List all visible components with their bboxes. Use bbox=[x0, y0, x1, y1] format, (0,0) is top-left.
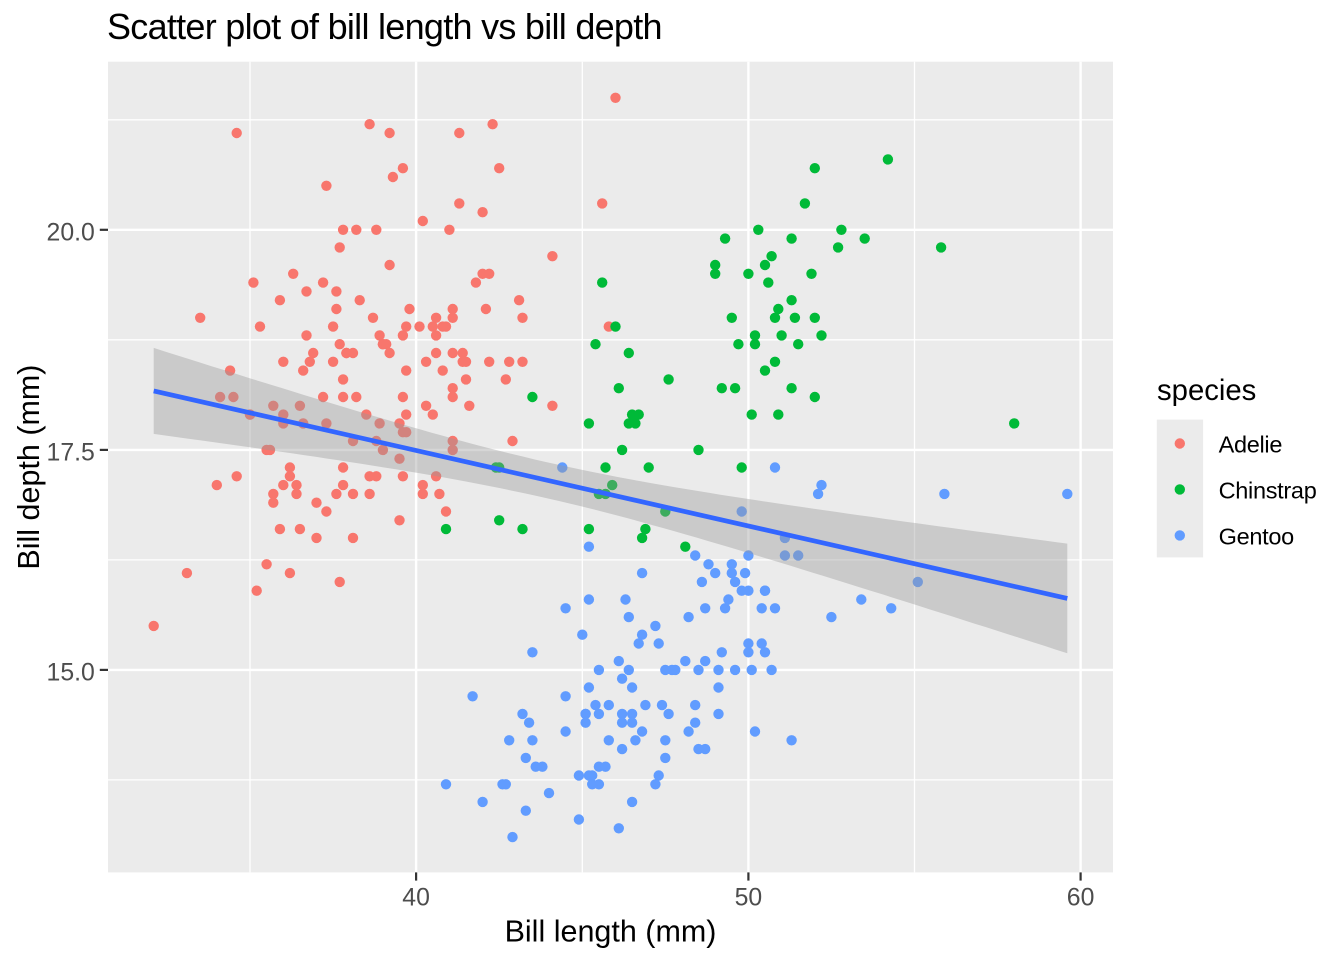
svg-text:Scatter plot of bill length vs: Scatter plot of bill length vs bill dept… bbox=[107, 6, 662, 47]
svg-text:Chinstrap: Chinstrap bbox=[1219, 477, 1317, 503]
svg-text:Bill depth (mm): Bill depth (mm) bbox=[12, 365, 46, 570]
svg-text:15.0: 15.0 bbox=[47, 660, 95, 687]
svg-text:40: 40 bbox=[402, 885, 430, 912]
svg-text:17.5: 17.5 bbox=[47, 440, 95, 467]
svg-text:Bill length (mm): Bill length (mm) bbox=[505, 915, 717, 949]
svg-text:species: species bbox=[1157, 374, 1256, 407]
svg-text:Adelie: Adelie bbox=[1219, 431, 1283, 457]
svg-text:60: 60 bbox=[1067, 885, 1095, 912]
svg-text:50: 50 bbox=[735, 885, 763, 912]
svg-text:20.0: 20.0 bbox=[47, 220, 95, 247]
svg-text:Gentoo: Gentoo bbox=[1219, 523, 1295, 549]
